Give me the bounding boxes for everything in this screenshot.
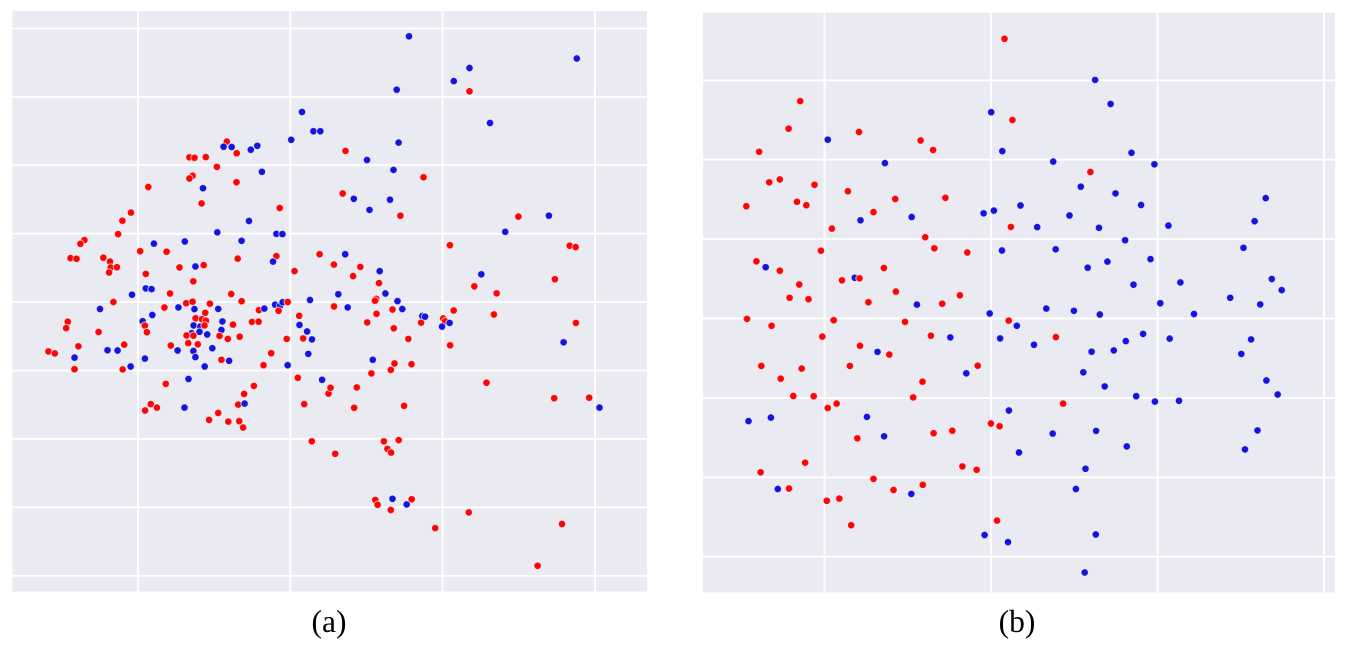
svg-text:(b): (b) bbox=[999, 604, 1036, 639]
svg-text:(a): (a) bbox=[312, 604, 347, 639]
